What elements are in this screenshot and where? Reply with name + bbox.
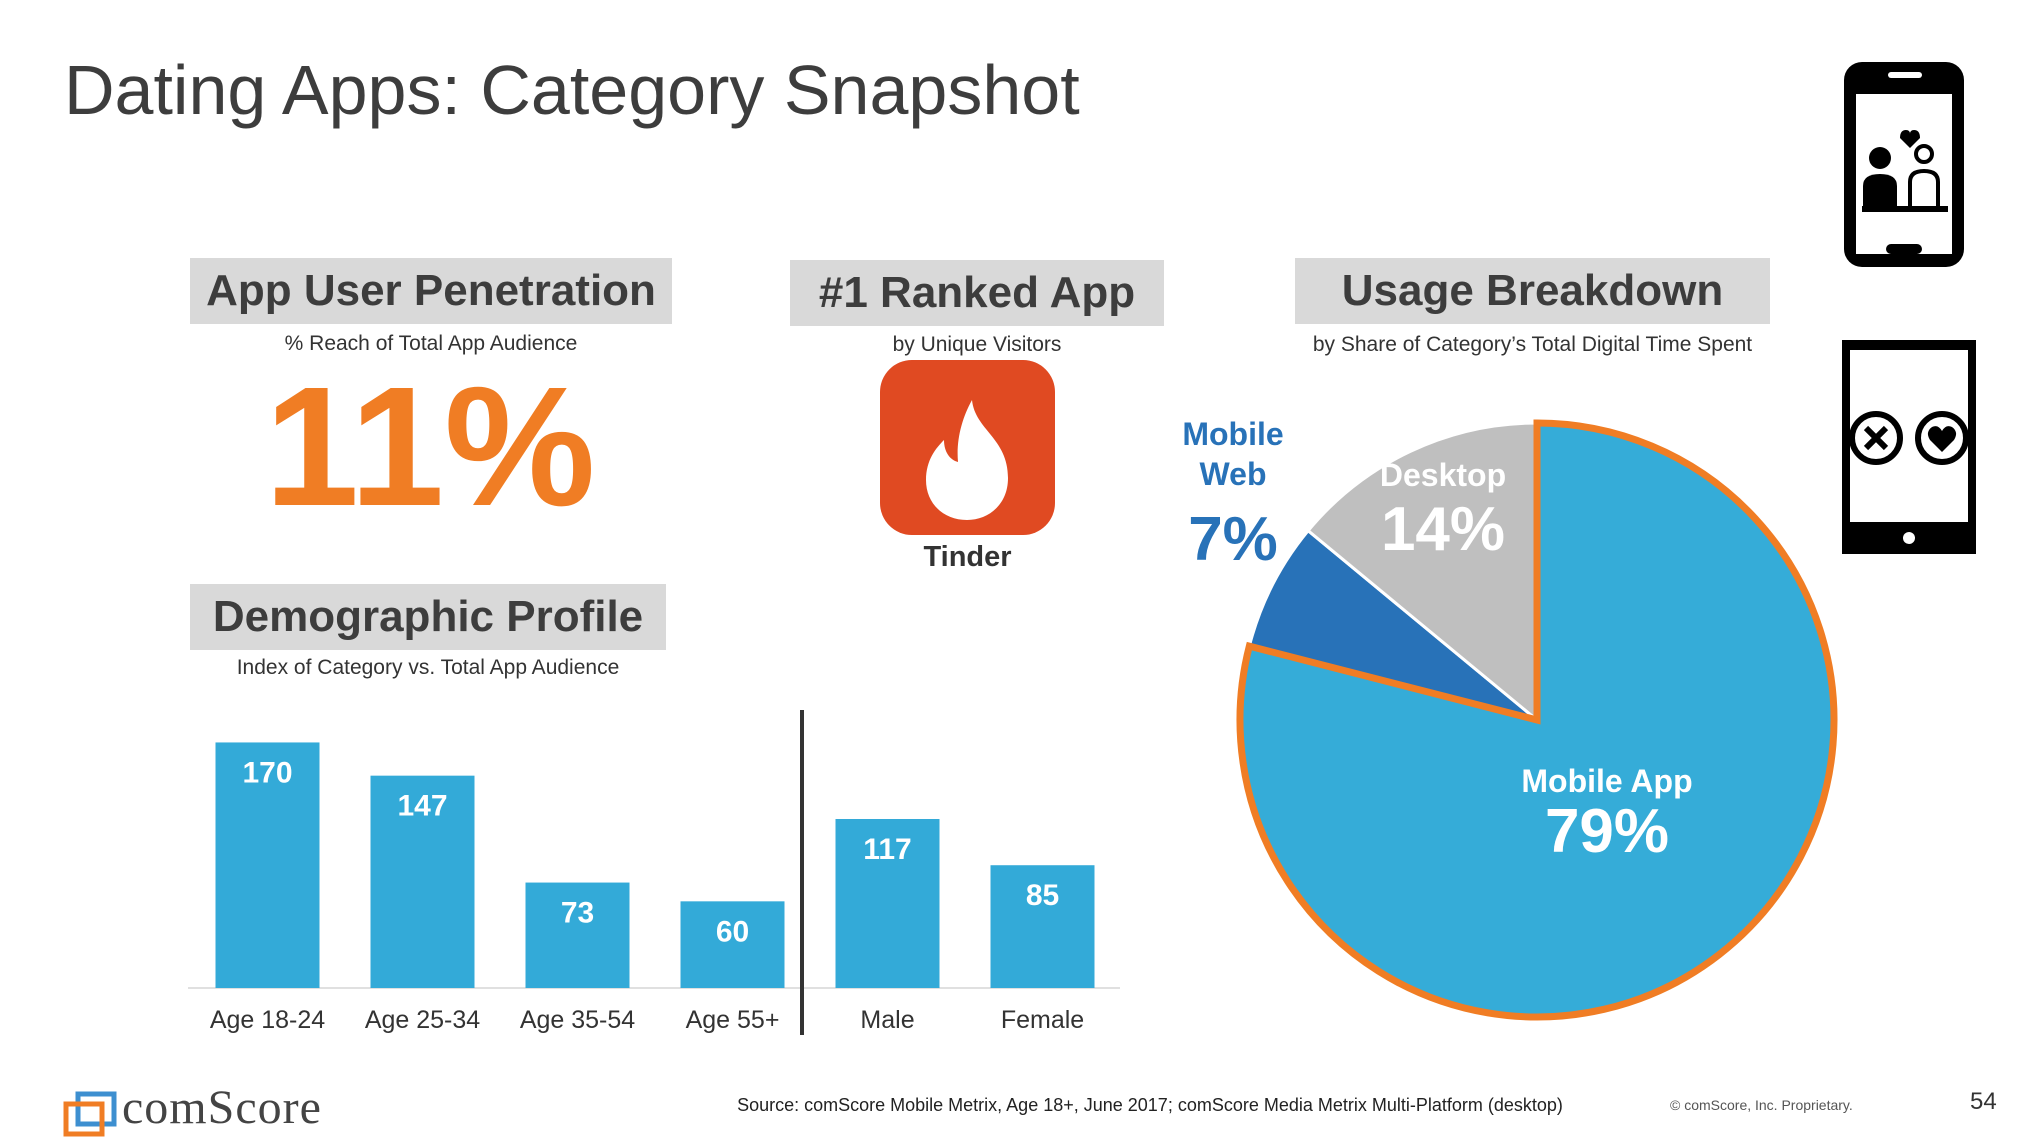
x-tick-label: Age 55+ [686,1006,780,1034]
pie-slice-label: Web [1200,456,1267,492]
bar-data-label: 170 [242,756,292,789]
flame-icon [926,400,1008,520]
x-tick-label: Age 18-24 [210,1006,325,1034]
usage-heading: Usage Breakdown [1295,258,1770,324]
bar-data-label: 60 [716,915,749,948]
bar-data-label: 85 [1026,879,1059,912]
penetration-subheading: % Reach of Total App Audience [284,332,578,355]
bar-1 [370,775,475,988]
pie-slice-label: Mobile [1182,416,1283,452]
bar-4 [835,819,940,988]
x-tick-label: Age 35-54 [520,1006,635,1034]
pie-slice-mobile-app [1236,419,1838,1021]
ranked-app-subheading: by Unique Visitors [892,333,1062,356]
copyright: © comScore, Inc. Proprietary. [1670,1097,1853,1113]
ranked-app-heading: #1 Ranked App [790,260,1164,326]
pie-slice-value: 79% [1545,797,1669,866]
bar-data-label: 73 [561,897,594,930]
usage-subheading: by Share of Category’s Total Digital Tim… [1312,333,1753,356]
bar-0 [215,742,320,988]
demographic-subheading: Index of Category vs. Total App Audience [236,656,620,679]
demographic-bar-chart: 170 Age 18-24 147 Age 25-34 73 Age 35-54 60 Age… [188,710,1120,1035]
bar-3 [680,901,785,988]
comscore-logo-icon [63,1091,117,1137]
bar-data-label: 117 [863,833,911,866]
x-tick-label: Age 25-34 [365,1006,480,1034]
phone-couple-icon [1844,62,1964,267]
penetration-heading: App User Penetration [190,258,672,324]
source-note: Source: comScore Mobile Metrix, Age 18+,… [737,1095,1563,1115]
pie-slice-label: Desktop [1380,457,1506,493]
pie-slice-value: 7% [1188,505,1278,574]
pie-slice-desktop [1306,421,1539,724]
phone-swipe-icon [1842,340,1976,554]
page-title: Dating Apps: Category Snapshot [64,51,1080,129]
pie-slice-mobile-web [1247,528,1538,722]
page-number: 54 [1970,1088,1997,1115]
tinder-app-icon [880,360,1055,535]
ranked-app-name: Tinder [923,541,1012,573]
penetration-value: 11% [264,352,596,542]
bar-data-label: 147 [397,790,447,823]
bar-5 [990,865,1095,988]
bar-2 [525,882,630,988]
x-tick-label: Female [1001,1006,1084,1034]
x-tick-label: Male [860,1006,914,1034]
pie-slice-label: Mobile App [1521,763,1692,799]
comscore-logo-text: comScore [122,1081,322,1134]
pie-slice-value: 14% [1381,495,1505,564]
demographic-heading: Demographic Profile [190,584,666,650]
